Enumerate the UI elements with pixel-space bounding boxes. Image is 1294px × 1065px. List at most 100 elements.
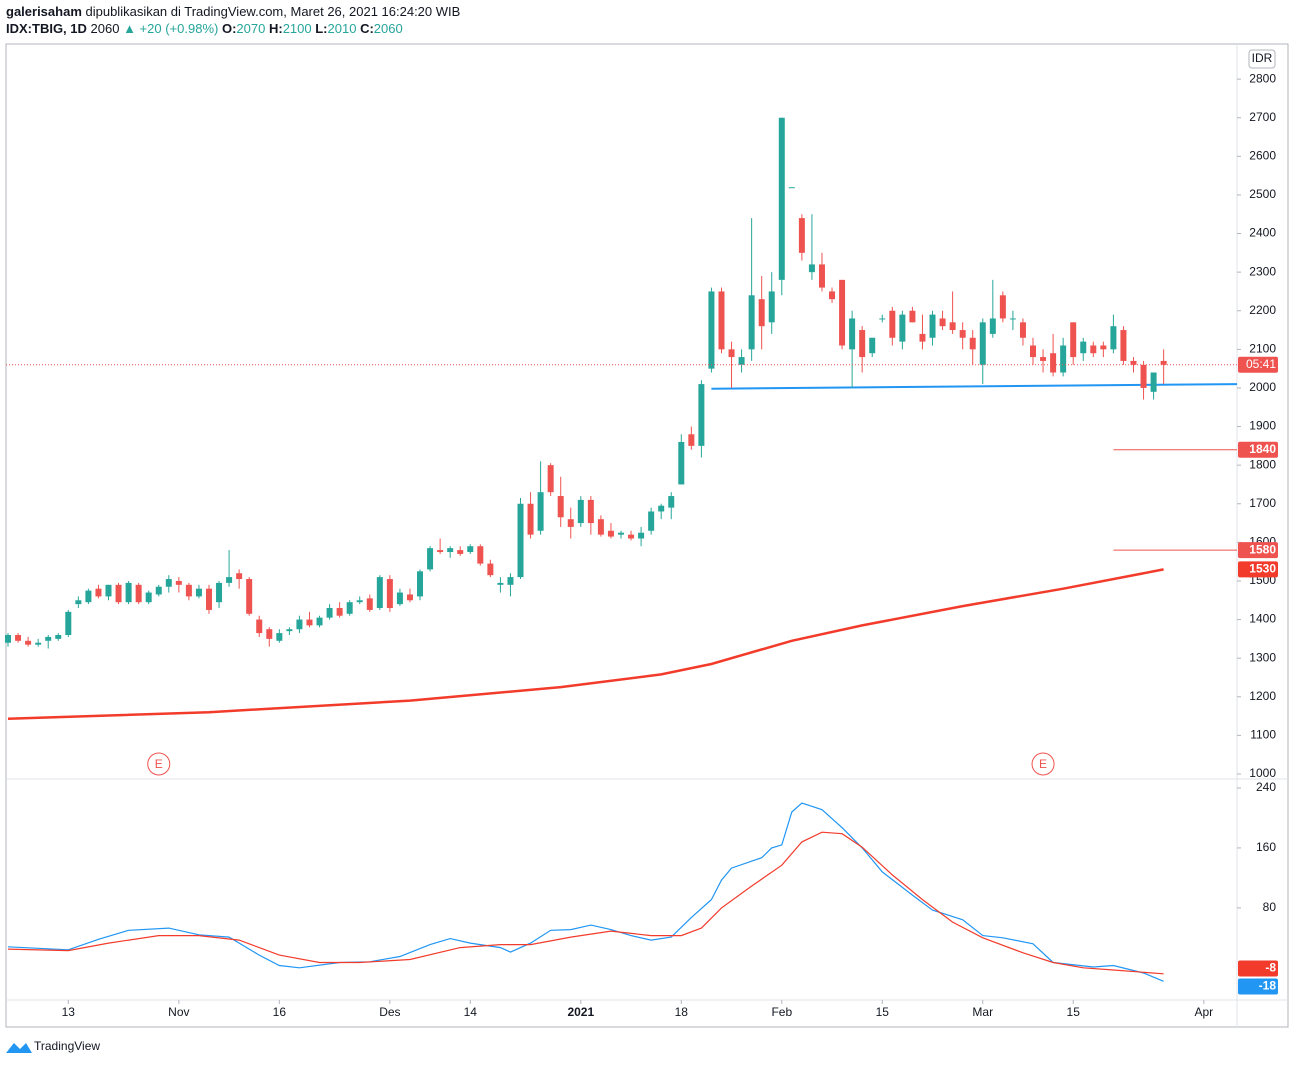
candle-body — [969, 337, 976, 350]
y-tick-label: 2700 — [1249, 110, 1276, 124]
candle-body — [778, 117, 785, 280]
countdown-box — [1238, 356, 1278, 373]
candle-body — [276, 633, 283, 641]
candle-body — [326, 607, 333, 618]
candle-body — [648, 511, 655, 531]
candle-body — [105, 584, 112, 597]
x-tick-label: Apr — [1194, 1005, 1213, 1019]
candle-body — [95, 588, 102, 597]
candle-body — [205, 588, 212, 610]
candle-body — [1130, 360, 1137, 365]
candle-body — [668, 496, 675, 508]
y-tick-label: 2800 — [1249, 71, 1276, 85]
ohlc-label: C: — [360, 21, 374, 36]
trendline — [711, 383, 1238, 390]
candle-body — [1060, 345, 1067, 373]
x-tick-label: 16 — [273, 1005, 287, 1019]
candle-body — [788, 187, 795, 189]
x-tick-label: Nov — [168, 1005, 189, 1019]
candle-body — [728, 349, 735, 358]
candle-body — [1009, 318, 1016, 320]
candle-body — [65, 611, 72, 636]
y-tick-label: 160 — [1256, 840, 1276, 854]
candle-body — [1030, 345, 1037, 358]
price-label: 1530 — [1249, 562, 1276, 576]
candle-body — [185, 584, 192, 597]
published: dipublikasikan di TradingView.com, Maret… — [86, 4, 461, 19]
y-tick-label: 2200 — [1249, 303, 1276, 317]
candle-body — [256, 619, 263, 634]
candle-body — [487, 563, 494, 576]
candle-body — [909, 310, 916, 323]
candle-body — [1040, 357, 1047, 361]
candle-body — [748, 295, 755, 350]
price-label: -8 — [1265, 961, 1276, 975]
candle-body — [1100, 345, 1107, 350]
candle-body — [437, 550, 444, 553]
candle-body — [1070, 322, 1077, 358]
candle-body — [296, 619, 303, 630]
y-tick-label: 1200 — [1249, 689, 1276, 703]
candle-body — [718, 291, 725, 350]
candle-body — [286, 629, 293, 632]
candle-body — [1090, 345, 1097, 354]
candle-body — [15, 635, 22, 641]
event-marker — [147, 752, 171, 776]
candle-body — [246, 579, 253, 614]
candle-body — [346, 602, 353, 614]
candle-body — [457, 550, 464, 554]
candle-body — [1110, 326, 1117, 350]
candle-body — [115, 584, 122, 603]
y-tick-label: 1300 — [1249, 650, 1276, 664]
candle-body — [939, 318, 946, 327]
price-label-box — [1238, 978, 1278, 995]
candle-body — [959, 330, 966, 338]
y-tick-label: 2400 — [1249, 226, 1276, 240]
candle-body — [25, 640, 32, 645]
candle-body — [35, 642, 42, 645]
x-tick-label: Des — [379, 1005, 400, 1019]
candle-body — [547, 465, 554, 493]
y-tick-label: 1000 — [1249, 766, 1276, 780]
y-tick-label: 240 — [1256, 780, 1276, 794]
y-tick-label: 2000 — [1249, 380, 1276, 394]
x-tick-label: 15 — [876, 1005, 890, 1019]
candle-body — [979, 322, 986, 365]
candle-body — [1050, 353, 1057, 373]
price-label: -18 — [1259, 979, 1277, 993]
candle-body — [517, 503, 524, 578]
candle-body — [899, 314, 906, 342]
candle-body — [427, 548, 434, 570]
candle-body — [597, 519, 604, 535]
candle-body — [1150, 372, 1157, 392]
candle-body — [567, 519, 574, 527]
candle-body — [175, 580, 182, 585]
candle-body — [155, 586, 162, 595]
x-tick-label: Feb — [771, 1005, 792, 1019]
indicator-line — [7, 802, 1164, 982]
candle-body — [477, 546, 484, 564]
y-tick-label: 1900 — [1249, 419, 1276, 433]
candle-body — [949, 322, 956, 331]
ohlc-label: H: — [269, 21, 283, 36]
x-tick-label: 18 — [675, 1005, 689, 1019]
candle-body — [135, 584, 142, 603]
brand-logo — [6, 1043, 32, 1053]
candle-body — [1140, 364, 1147, 388]
candle-body — [989, 318, 996, 334]
event-label: E — [1039, 757, 1047, 771]
candle-body — [507, 577, 514, 585]
candle-body — [396, 592, 403, 605]
y-tick-label: 1800 — [1249, 457, 1276, 471]
candle-body — [226, 577, 233, 583]
candle-body — [527, 503, 534, 535]
x-tick-label: 15 — [1067, 1005, 1081, 1019]
ohlc-value: 2010 — [328, 21, 357, 36]
price-label: 1840 — [1249, 442, 1276, 456]
candle-body — [628, 534, 635, 539]
candle-body — [537, 492, 544, 531]
candle-body — [145, 592, 152, 603]
candle-body — [75, 600, 82, 605]
brand: TradingView — [34, 1039, 100, 1053]
